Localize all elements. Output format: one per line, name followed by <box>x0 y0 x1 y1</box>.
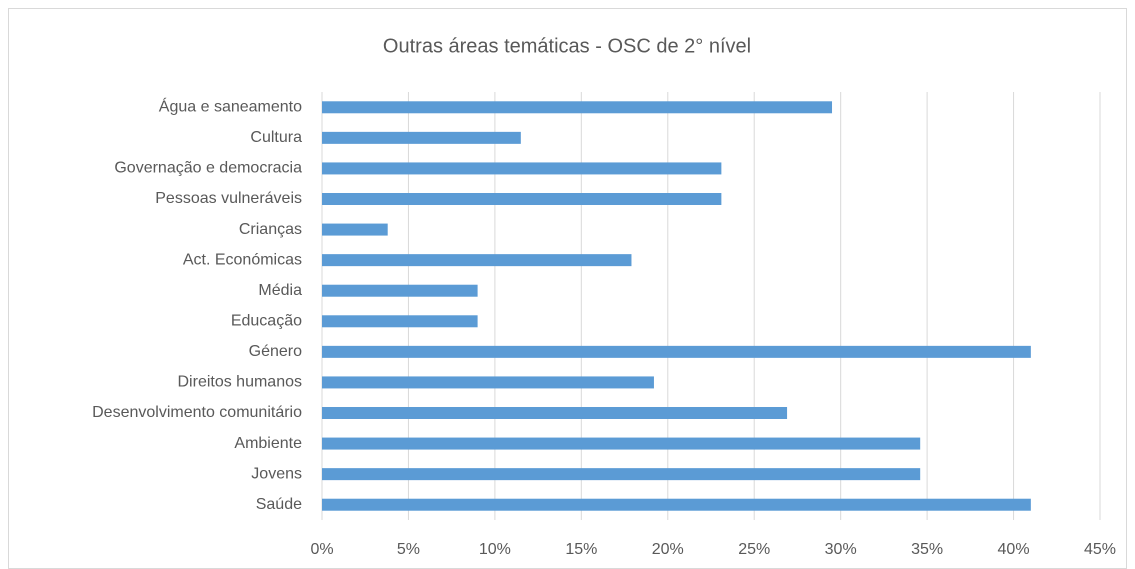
y-tick-label: Governação e democracia <box>114 160 302 177</box>
x-tick-label: 15% <box>565 541 597 558</box>
bar <box>322 437 921 450</box>
y-tick-label: Género <box>249 343 302 360</box>
y-tick-label: Ambiente <box>234 435 302 452</box>
chart-border <box>8 8 1127 569</box>
y-tick-label: Act. Económicas <box>183 251 302 268</box>
bar <box>322 468 921 481</box>
x-tick-label: 35% <box>911 541 943 558</box>
bar <box>322 345 1031 358</box>
chart-title: Outras áreas temáticas - OSC de 2° nível <box>383 35 751 57</box>
y-tick-label: Desenvolvimento comunitário <box>92 404 302 421</box>
bar <box>322 101 833 114</box>
y-tick-label: Direitos humanos <box>178 374 303 391</box>
x-tick-label: 25% <box>738 541 770 558</box>
bar <box>322 315 478 328</box>
bar <box>322 254 632 267</box>
bar <box>322 376 654 389</box>
y-tick-label: Cultura <box>250 129 302 146</box>
x-tick-label: 10% <box>479 541 511 558</box>
bar <box>322 131 521 144</box>
y-tick-label: Jovens <box>251 465 302 482</box>
x-tick-label: 30% <box>825 541 857 558</box>
bar <box>322 498 1031 511</box>
x-tick-label: 0% <box>310 541 333 558</box>
y-tick-label: Água e saneamento <box>159 97 302 116</box>
x-tick-label: 5% <box>397 541 420 558</box>
y-tick-label: Crianças <box>239 221 302 238</box>
bar <box>322 284 478 297</box>
x-tick-label: 45% <box>1084 541 1116 558</box>
y-tick-label: Educação <box>231 313 302 330</box>
bar <box>322 162 722 175</box>
y-tick-label: Pessoas vulneráveis <box>155 190 302 207</box>
bar <box>322 407 788 419</box>
y-tick-label: Média <box>258 282 302 299</box>
x-tick-label: 20% <box>652 541 684 558</box>
bar <box>322 223 388 236</box>
bar <box>322 193 722 205</box>
y-tick-label: Saúde <box>256 496 302 513</box>
x-tick-label: 40% <box>998 541 1030 558</box>
